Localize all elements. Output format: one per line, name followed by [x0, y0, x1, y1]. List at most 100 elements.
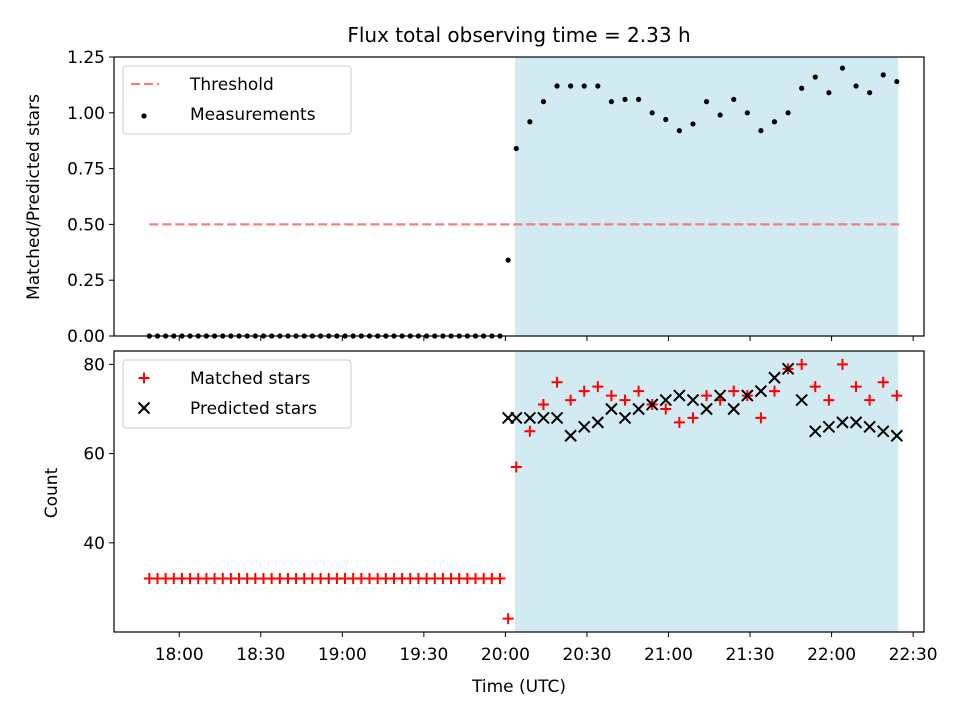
- x-tick-label: 22:00: [807, 645, 856, 665]
- data-point: [633, 385, 645, 397]
- data-point: [836, 416, 849, 429]
- legend: Threshold Measurements: [122, 65, 352, 135]
- x-tick-label: 18:30: [236, 645, 285, 665]
- data-point: [755, 412, 767, 424]
- data-point: [880, 72, 886, 78]
- data-point: [608, 99, 615, 105]
- series-predicted-stars: [501, 362, 904, 442]
- y-tick-label: 0.00: [67, 327, 105, 347]
- data-point: [527, 119, 533, 125]
- data-point: [771, 119, 778, 125]
- data-point: [510, 461, 522, 473]
- data-point: [703, 99, 710, 105]
- data-point: [554, 83, 560, 89]
- data-point: [741, 389, 754, 402]
- data-point: [591, 416, 605, 429]
- data-point: [796, 358, 808, 370]
- data-point: [537, 399, 549, 411]
- bottom-y-axis-label: Count: [42, 467, 62, 518]
- legend-label: Matched stars: [190, 369, 310, 389]
- data-point: [822, 420, 836, 434]
- data-point: [836, 358, 848, 370]
- data-point: [581, 83, 587, 89]
- data-point: [632, 402, 645, 416]
- data-point: [867, 90, 873, 96]
- data-point: [537, 411, 550, 425]
- data-point: [622, 96, 628, 103]
- data-point: [635, 96, 642, 103]
- x-tick-label: 21:00: [644, 645, 693, 665]
- legend: Matched stars Predicted stars: [122, 359, 352, 429]
- data-point: [853, 83, 859, 89]
- data-point: [894, 78, 900, 85]
- data-point: [727, 402, 740, 416]
- data-point: [717, 112, 723, 118]
- data-point: [673, 416, 685, 428]
- x-tick-label: 19:00: [318, 645, 367, 665]
- data-point: [839, 65, 846, 71]
- data-point: [578, 385, 590, 397]
- data-point: [660, 403, 672, 415]
- data-point: [513, 145, 519, 152]
- data-point: [619, 394, 631, 406]
- data-point: [812, 74, 818, 80]
- bottom-panel: 40 60 80 18:00 18:30 19:00 19:30 20:00 20:30 21:0…: [83, 350, 938, 665]
- data-point: [781, 362, 795, 376]
- data-point: [809, 425, 822, 438]
- data-point: [769, 385, 781, 397]
- data-point: [701, 390, 713, 402]
- data-point: [605, 390, 617, 402]
- data-point: [754, 384, 768, 398]
- data-point: [578, 420, 591, 434]
- x-tick-label: 21:30: [726, 645, 775, 665]
- y-tick-label: 1.00: [67, 104, 105, 124]
- y-tick-label: 40: [83, 534, 105, 554]
- x-tick-label: 18:00: [155, 645, 204, 665]
- data-point: [768, 371, 781, 384]
- legend-label: Threshold: [189, 75, 274, 95]
- legend-label: Predicted stars: [190, 399, 317, 419]
- data-point: [524, 425, 536, 437]
- data-point: [523, 411, 537, 425]
- y-tick-label: 1.25: [67, 48, 105, 68]
- data-point: [605, 402, 618, 416]
- axes-frame: [113, 350, 925, 633]
- data-point: [550, 411, 564, 425]
- y-tick-label: 0.25: [67, 271, 105, 291]
- data-point: [659, 393, 672, 407]
- top-panel: 0.00 0.25 0.50 0.75 1.00 1.25 Threshold Measure…: [67, 48, 925, 347]
- data-point: [785, 110, 791, 116]
- data-point: [690, 121, 696, 127]
- data-point: [713, 389, 727, 402]
- y-tick-label: 60: [83, 445, 105, 465]
- x-tick-label: 20:00: [481, 645, 530, 665]
- y-tick-label: 0.50: [67, 215, 105, 235]
- data-point: [565, 394, 577, 406]
- data-point: [877, 376, 889, 388]
- data-point: [618, 411, 632, 425]
- data-point: [687, 412, 699, 424]
- legend-box: [122, 65, 352, 135]
- data-point: [510, 411, 523, 425]
- axes-frame: [113, 56, 925, 337]
- data-point: [809, 381, 821, 393]
- data-point: [592, 381, 604, 393]
- data-point: [564, 429, 577, 442]
- data-point: [744, 110, 750, 116]
- chart-title: Flux total observing time = 2.33 h: [347, 23, 690, 47]
- series-matched-stars: [143, 358, 903, 625]
- data-point: [663, 116, 669, 123]
- data-point: [877, 425, 890, 438]
- data-point: [863, 420, 876, 434]
- legend-label: Measurements: [190, 105, 316, 125]
- data-point: [700, 402, 713, 416]
- data-point: [673, 389, 686, 402]
- x-tick-label: 19:30: [399, 645, 448, 665]
- data-point: [823, 394, 835, 406]
- top-y-axis-label: Matched/Predicted stars: [24, 94, 44, 300]
- data-point: [728, 385, 740, 397]
- data-point: [826, 90, 832, 96]
- data-point: [799, 85, 805, 91]
- x-tick-label: 20:30: [562, 645, 611, 665]
- shaded-interval: [514, 57, 899, 336]
